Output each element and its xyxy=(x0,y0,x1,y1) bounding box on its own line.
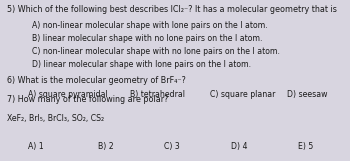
Text: B) tetrahedral: B) tetrahedral xyxy=(130,90,184,99)
Text: 7) How many of the following are polar?: 7) How many of the following are polar? xyxy=(7,95,168,104)
Text: XeF₂, BrI₅, BrCl₃, SO₂, CS₂: XeF₂, BrI₅, BrCl₃, SO₂, CS₂ xyxy=(7,114,104,123)
Text: D) seesaw: D) seesaw xyxy=(287,90,328,99)
Text: C) 3: C) 3 xyxy=(164,142,180,151)
Text: A) 1: A) 1 xyxy=(28,142,44,151)
Text: D) 4: D) 4 xyxy=(231,142,247,151)
Text: 6) What is the molecular geometry of BrF₄⁻?: 6) What is the molecular geometry of BrF… xyxy=(7,76,186,85)
Text: A) square pyramidal: A) square pyramidal xyxy=(28,90,108,99)
Text: C) square planar: C) square planar xyxy=(210,90,275,99)
Text: B) linear molecular shape with no lone pairs on the I atom.: B) linear molecular shape with no lone p… xyxy=(32,34,262,43)
Text: C) non-linear molecular shape with no lone pairs on the I atom.: C) non-linear molecular shape with no lo… xyxy=(32,47,280,56)
Text: D) linear molecular shape with lone pairs on the I atom.: D) linear molecular shape with lone pair… xyxy=(32,60,251,69)
Text: A) non-linear molecular shape with lone pairs on the I atom.: A) non-linear molecular shape with lone … xyxy=(32,21,267,30)
Text: 5) Which of the following best describes ICl₂⁻? It has a molecular geometry that: 5) Which of the following best describes… xyxy=(7,5,337,14)
Text: B) 2: B) 2 xyxy=(98,142,114,151)
Text: E) 5: E) 5 xyxy=(298,142,313,151)
